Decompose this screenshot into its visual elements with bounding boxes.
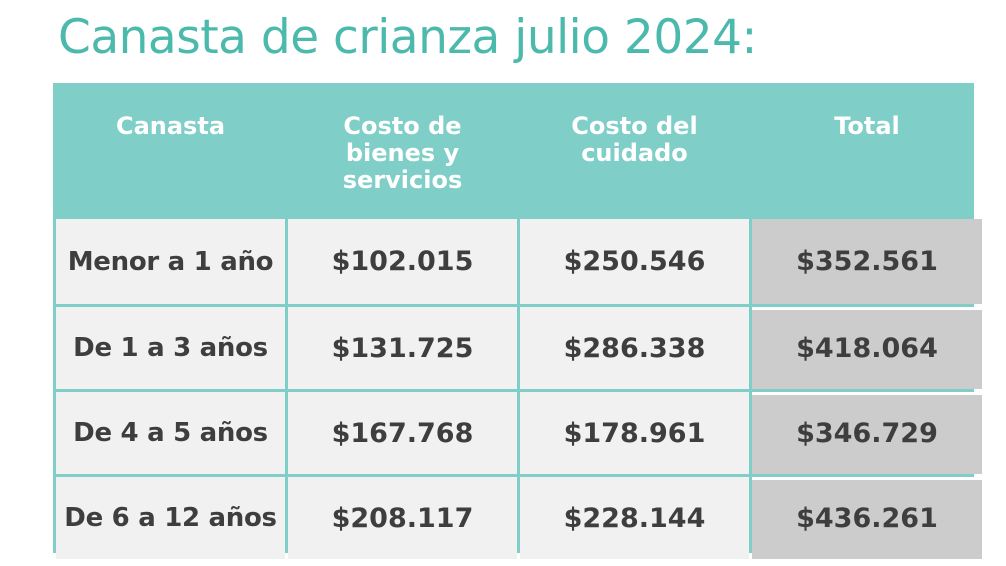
page-title: Canasta de crianza julio 2024: [58,10,757,65]
header-costo-cuidado: Costo del cuidado [520,83,749,216]
header-costo-cuidado-label: Costo del cuidado [571,112,698,167]
row-3-bienes: $167.768 [288,392,517,474]
row-1-canasta: Menor a 1 año [56,219,285,304]
row-1-total: $352.561 [752,219,982,304]
row-3-total: $346.729 [752,392,982,474]
row-2-cuidado: $286.338 [520,307,749,389]
row-4-total: $436.261 [752,477,982,559]
row-2-canasta: De 1 a 3 años [56,307,285,389]
header-canasta: Canasta [56,83,285,216]
header-canasta-label: Canasta [115,112,226,140]
row-2-bienes: $131.725 [288,307,517,389]
header-total: Total [752,83,982,216]
row-3-canasta: De 4 a 5 años [56,392,285,474]
row-2-total: $418.064 [752,307,982,389]
header-costo-bienes: Costo de bienes y servicios [288,83,517,216]
header-costo-bienes-label: Costo de bienes y servicios [342,112,463,194]
header-total-label: Total [834,112,900,140]
crianza-table: Canasta Costo de bienes y servicios Cost… [53,83,982,559]
row-4-cuidado: $228.144 [520,477,749,559]
row-1-bienes: $102.015 [288,219,517,304]
row-1-cuidado: $250.546 [520,219,749,304]
row-3-cuidado: $178.961 [520,392,749,474]
row-4-canasta: De 6 a 12 años [56,477,285,559]
row-4-bienes: $208.117 [288,477,517,559]
